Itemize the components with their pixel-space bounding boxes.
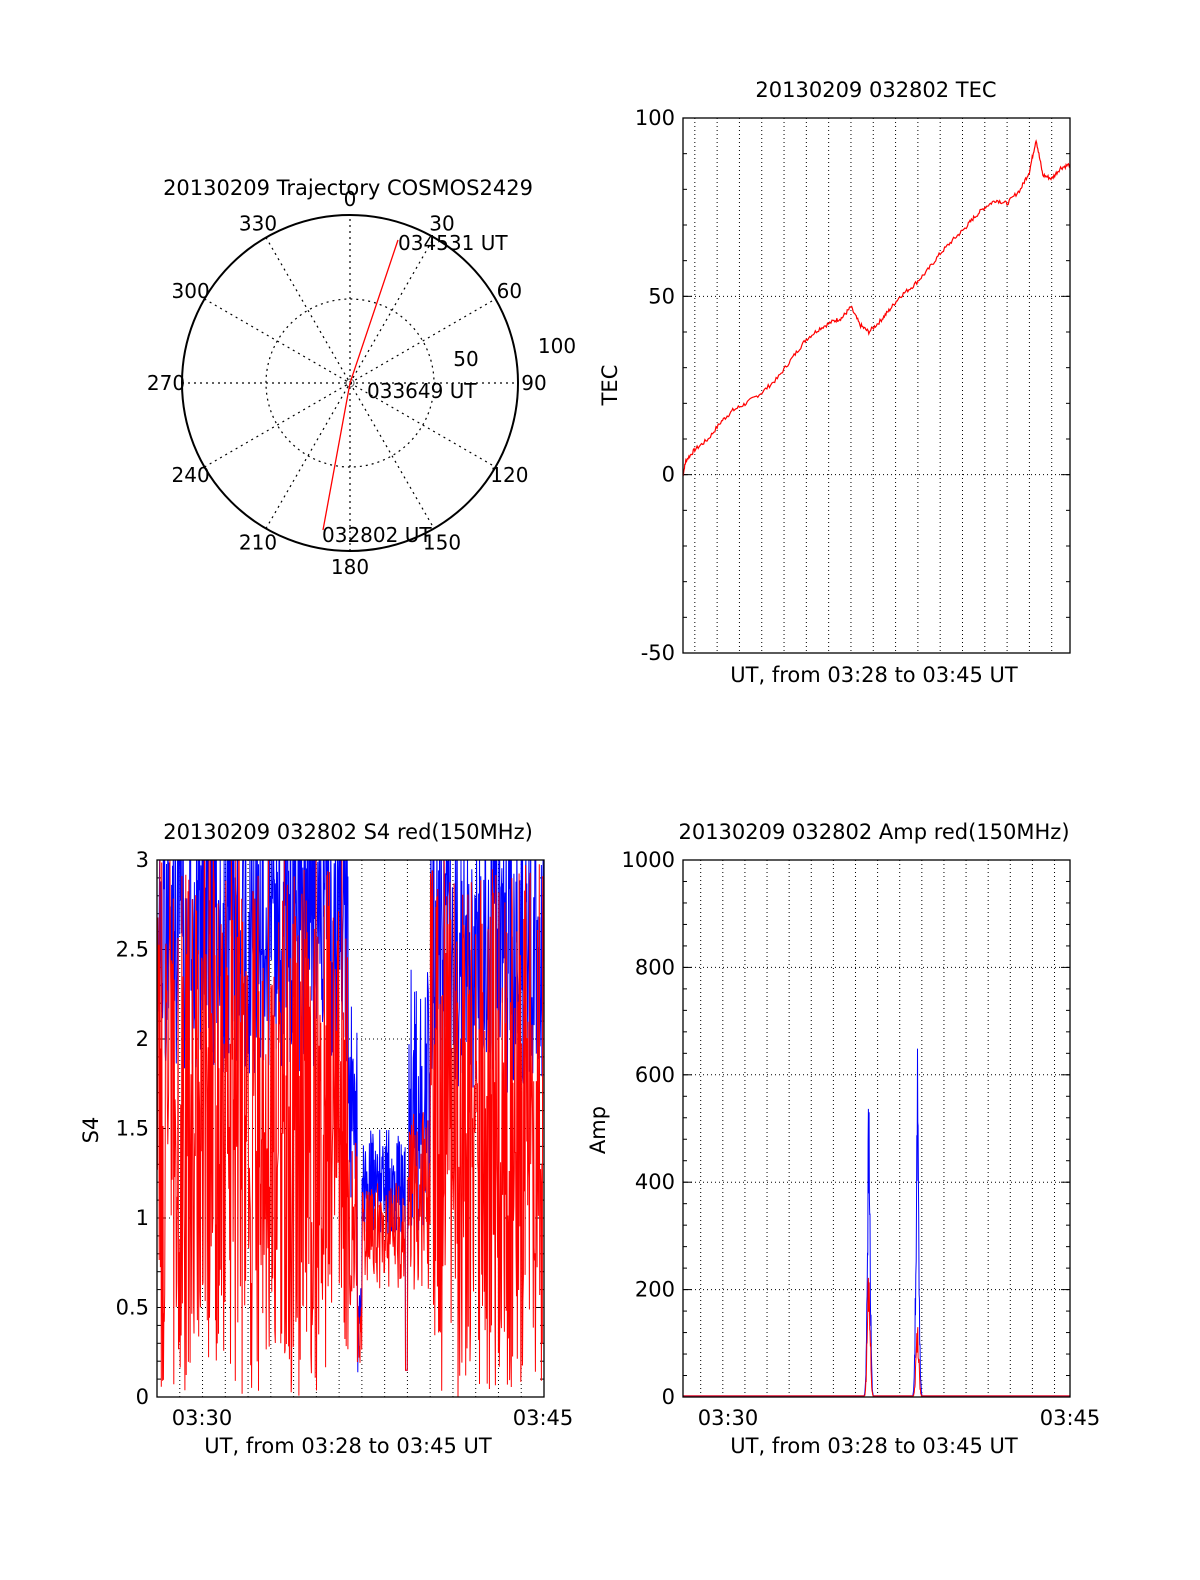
tec-plot-frame (682, 117, 1071, 654)
polar-angle-label: 180 (331, 555, 369, 579)
s4-y-axis-label: S4 (79, 1117, 103, 1144)
polar-angle-label: 300 (172, 279, 210, 303)
tec-y-tick-labels: 100 50 0 -50 (635, 106, 675, 665)
polar-angle-label: 60 (497, 279, 522, 303)
polar-center-mark (345, 378, 355, 388)
amp-grid (683, 860, 1070, 1397)
polar-angle-label: 270 (147, 371, 185, 395)
polar-angle-label: 240 (172, 463, 210, 487)
y-tick-label: 0 (136, 1385, 149, 1409)
y-tick-label: 0 (662, 1385, 675, 1409)
y-tick-label: 1.5 (116, 1117, 149, 1141)
y-tick-label: 2 (136, 1027, 149, 1051)
polar-angle-label: 330 (239, 212, 277, 236)
s4-x-tick-0345: 03:45 (513, 1406, 574, 1430)
y-tick-label: 800 (635, 955, 675, 979)
y-tick-label: 1000 (622, 848, 675, 872)
annotation-middle-time: 033649 UT (367, 379, 477, 403)
tec-grid (683, 118, 1070, 653)
tec-series-red (682, 139, 1071, 477)
trajectory-line (322, 239, 399, 531)
y-tick-label: 200 (635, 1278, 675, 1302)
polar-angle-label: 30 (429, 212, 454, 236)
y-tick-label: -50 (641, 641, 675, 665)
radial-tick-100: 100 (538, 334, 576, 358)
y-tick-label: 50 (648, 284, 675, 308)
s4-title: 20130209 032802 S4 red(150MHz) (163, 820, 533, 844)
amp-y-axis-label: Amp (586, 1106, 610, 1154)
y-tick-label: 0 (662, 463, 675, 487)
tec-plot: 20130209 032802 TEC 100 50 0 -50 TEC UT, fr… (598, 78, 1071, 687)
amp-title: 20130209 032802 Amp red(150MHz) (678, 820, 1069, 844)
amp-x-tick-0345: 03:45 (1040, 1406, 1101, 1430)
amp-x-tick-0330: 03:30 (698, 1406, 759, 1430)
radial-tick-50: 50 (453, 347, 478, 371)
tec-x-axis-label: UT, from 03:28 to 03:45 UT (730, 663, 1018, 687)
amp-plot: 20130209 032802 Amp red(150MHz) 1000 800 6… (586, 820, 1100, 1458)
annotation-end-time: 034531 UT (398, 231, 508, 255)
y-tick-label: 100 (635, 106, 675, 130)
polar-angle-label: 0 (344, 187, 357, 211)
s4-x-axis-label: UT, from 03:28 to 03:45 UT (204, 1434, 492, 1458)
amp-series-blue (683, 1048, 1070, 1397)
tec-y-axis-label: TEC (598, 365, 622, 407)
polar-angle-label: 150 (423, 530, 461, 554)
trajectory-title: 20130209 Trajectory COSMOS2429 (163, 176, 533, 200)
s4-series-red (157, 860, 544, 1397)
y-tick-label: 3 (136, 848, 149, 872)
amp-series-red (683, 1277, 1070, 1397)
y-tick-label: 2.5 (116, 938, 149, 962)
y-tick-label: 600 (635, 1063, 675, 1087)
polar-angle-label: 120 (490, 463, 528, 487)
tec-title: 20130209 032802 TEC (755, 78, 996, 102)
y-tick-label: 400 (635, 1170, 675, 1194)
annotation-start-time: 032802 UT (322, 523, 432, 547)
polar-angle-labels: 0 30 60 90 120 150 180 210 240 270 300 330 (147, 187, 547, 579)
tec-minor-ticks (683, 117, 1070, 654)
y-tick-label: 1 (136, 1206, 149, 1230)
trajectory-polar-plot: 20130209 Trajectory COSMOS2429 0 30 60 90 12… (147, 176, 576, 579)
y-tick-label: 0.5 (116, 1296, 149, 1320)
polar-angle-label: 90 (521, 371, 546, 395)
s4-plot: 20130209 032802 S4 red(150MHz) 3 2.5 2 1.5 1… (79, 820, 574, 1458)
s4-plot-frame (156, 859, 545, 1398)
polar-outer-ring (181, 214, 519, 552)
amp-x-axis-label: UT, from 03:28 to 03:45 UT (730, 1434, 1018, 1458)
amp-minor-ticks (683, 859, 1070, 1398)
amp-plot-frame (682, 859, 1071, 1398)
s4-y-tick-labels: 3 2.5 2 1.5 1 0.5 0 (116, 848, 149, 1409)
polar-angle-label: 210 (239, 530, 277, 554)
amp-y-tick-labels: 1000 800 600 400 200 0 (622, 848, 675, 1409)
s4-x-tick-0330: 03:30 (172, 1406, 233, 1430)
